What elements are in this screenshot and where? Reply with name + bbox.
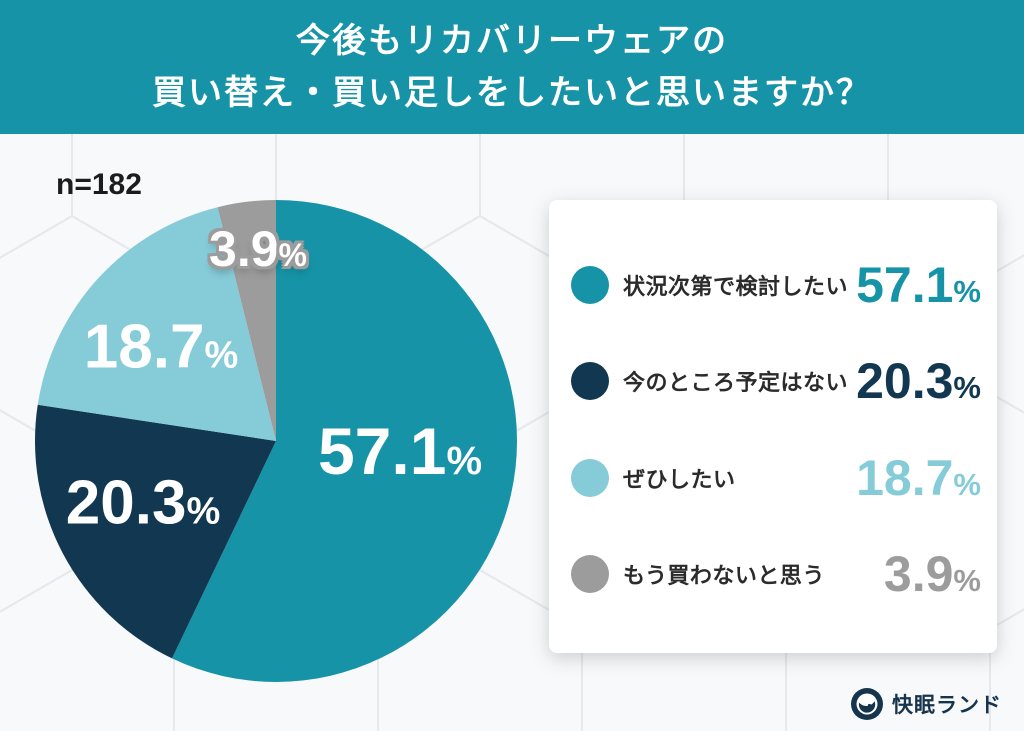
brand-footer: 快眠ランド xyxy=(850,687,1002,721)
legend-swatch-teal xyxy=(571,266,609,304)
brand-name: 快眠ランド xyxy=(892,694,1002,717)
legend-panel: 状況次第で検討したい 57.1% 今のところ予定はない 20.3% ぜひしたい … xyxy=(549,200,997,653)
legend-label: 状況次第で検討したい xyxy=(623,274,849,299)
legend-value-number: 18.7 xyxy=(856,449,954,506)
percent-sign: % xyxy=(953,562,981,598)
pie-slice-0 xyxy=(172,200,518,682)
pie-slice-value: 3.9 xyxy=(209,221,279,277)
pie-slice-label-definitely: 18.7% xyxy=(84,312,238,383)
page-title-line1: 今後もリカバリーウェアの xyxy=(296,22,728,60)
percent-sign: % xyxy=(278,237,307,273)
percent-sign: % xyxy=(953,466,981,502)
pie-slice-1 xyxy=(34,404,277,659)
legend-value: 3.9% xyxy=(884,545,981,603)
legend-value: 57.1% xyxy=(856,256,981,314)
pie-slice-2 xyxy=(37,207,277,441)
legend-row-definitely: ぜひしたい 18.7% xyxy=(571,449,981,507)
pie-chart: 57.1% 20.3% 18.7% 3.9% xyxy=(34,199,518,683)
legend-swatch-light-teal xyxy=(571,458,609,497)
legend-label: ぜひしたい xyxy=(623,466,736,492)
pie-slice-3 xyxy=(217,200,276,441)
percent-sign: % xyxy=(204,334,239,377)
percent-sign: % xyxy=(953,370,981,406)
pie-slice-value: 18.7 xyxy=(83,312,205,382)
percent-sign: % xyxy=(446,439,483,483)
page-title-line2: 買い替え・買い足しをしたいと思いますか？ xyxy=(152,74,872,112)
pie-slice-value: 20.3 xyxy=(65,468,187,538)
legend-label: 今のところ予定はない xyxy=(623,370,849,396)
legend-row-considering: 状況次第で検討したい 57.1% xyxy=(571,256,981,314)
legend-value-number: 3.9 xyxy=(883,545,954,602)
legend-value-number: 57.1 xyxy=(856,257,954,313)
legend-label: もう買わないと思う xyxy=(623,562,825,588)
legend-row-never-again: もう買わないと思う 3.9% xyxy=(571,545,981,603)
pie-chart-svg xyxy=(34,200,518,682)
legend-value: 18.7% xyxy=(856,449,981,507)
legend-value-number: 20.3 xyxy=(856,353,954,410)
pie-slice-label-never-again: 3.9% xyxy=(209,220,307,278)
percent-sign: % xyxy=(186,490,221,533)
header-banner: 今後もリカバリーウェアの 買い替え・買い足しをしたいと思いますか？ xyxy=(0,0,1024,134)
legend-value: 20.3% xyxy=(856,352,981,410)
percent-sign: % xyxy=(953,274,981,309)
sample-size-label: n=182 xyxy=(56,168,142,201)
pie-slice-value: 57.1 xyxy=(317,414,447,488)
legend-row-no-plan: 今のところ予定はない 20.3% xyxy=(571,352,981,410)
kaimin-land-logo-icon xyxy=(851,688,883,720)
legend-swatch-navy xyxy=(571,362,609,401)
pie-slice-label-considering: 57.1% xyxy=(318,413,482,489)
pie-slice-label-no-plan: 20.3% xyxy=(66,468,220,539)
legend-swatch-gray xyxy=(571,554,609,593)
